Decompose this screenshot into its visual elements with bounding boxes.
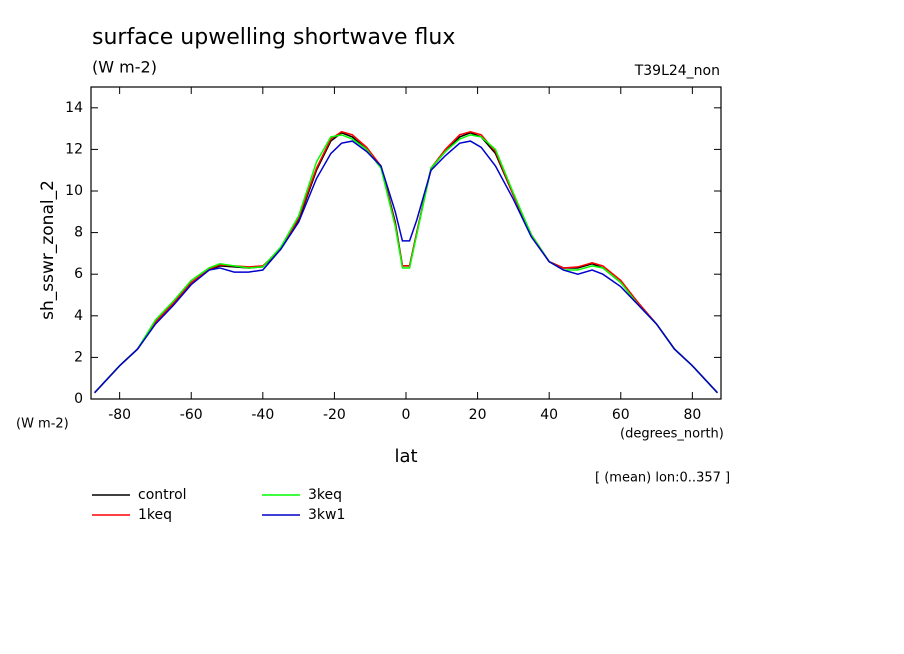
legend-label: 1keq [138,507,172,523]
chart-title: surface upwelling shortwave flux [92,25,455,50]
y-tick-label: 14 [65,100,83,116]
series-line [94,130,718,394]
y-tick-label: 6 [74,266,83,282]
x-tick-label: -80 [108,407,131,423]
x-tick-label: 80 [683,407,701,423]
series-line [94,131,718,394]
annotation: T39L24_non [634,63,720,79]
note: [ (mean) lon:0..357 ] [595,471,730,486]
x-tick-label: 60 [612,407,630,423]
legend-label: 3kw1 [308,507,345,523]
y-tick-label: 2 [74,349,83,365]
y-axis-label: sh_sswr_zonal_2 [38,180,58,320]
y-tick-label: 10 [65,183,83,199]
chart-subtitle: (W m-2) [92,58,157,77]
series-line [94,140,718,394]
x-units: (degrees_north) [620,427,724,442]
x-tick-label: 20 [469,407,487,423]
y-tick-label: 4 [74,308,83,324]
x-tick-label: -20 [323,407,346,423]
x-tick-label: -60 [180,407,203,423]
y-units: (W m-2) [16,417,69,432]
legend-label: 3keq [308,487,342,503]
y-tick-label: 0 [74,391,83,407]
series-line [94,134,718,394]
x-axis-label: lat [394,446,417,467]
y-tick-label: 8 [74,225,83,241]
x-tick-label: 40 [540,407,558,423]
plot-frame [90,86,722,400]
x-tick-label: -40 [251,407,274,423]
legend-label: control [138,487,187,503]
y-tick-label: 12 [65,141,83,157]
x-tick-label: 0 [402,407,411,423]
